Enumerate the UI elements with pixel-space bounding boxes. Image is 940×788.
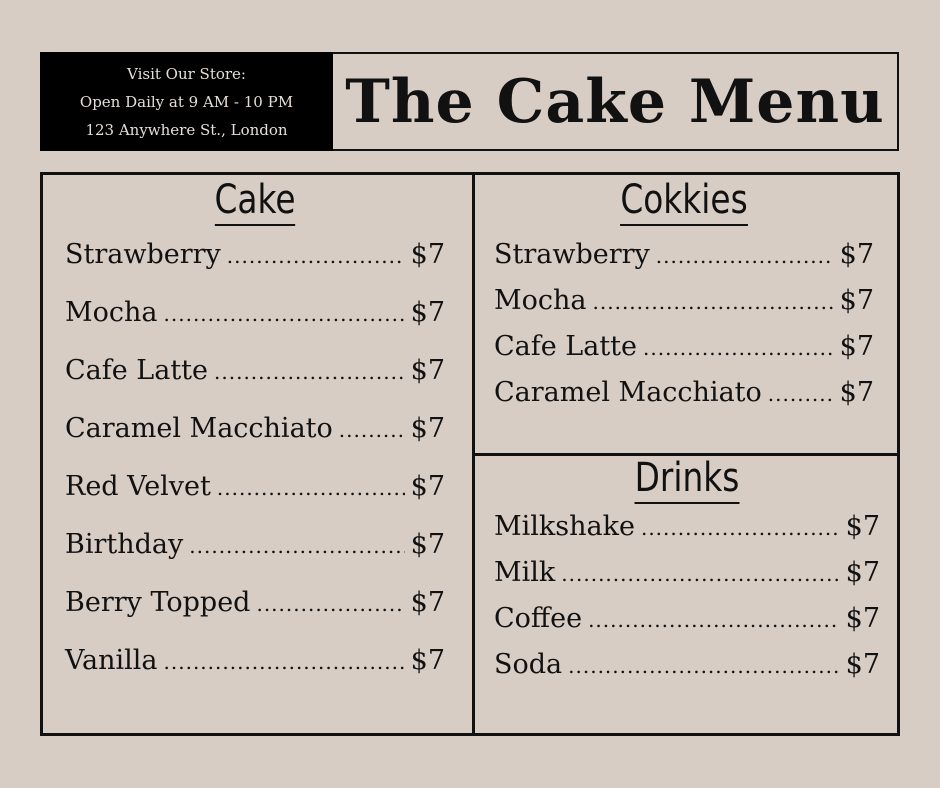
menu-item: Milk $7 [494, 557, 880, 603]
menu-item: Strawberry $7 [65, 239, 445, 297]
dot-leader [227, 244, 405, 268]
item-name: Milk [494, 557, 556, 588]
menu-item: Soda $7 [494, 649, 880, 695]
item-name: Strawberry [65, 239, 221, 270]
store-address: 123 Anywhere St., London [85, 121, 288, 139]
dot-leader [561, 562, 839, 586]
menu-item: Caramel Macchiato $7 [65, 413, 445, 471]
menu-item: Cafe Latte $7 [65, 355, 445, 413]
item-price: $7 [410, 471, 445, 502]
dot-leader [643, 336, 834, 360]
item-price: $7 [839, 285, 874, 316]
dot-leader [164, 650, 405, 674]
section-heading: Cokkies [528, 177, 840, 226]
drinks-section: Drinks Milkshake $7 Milk $7 Coffee $7 Soda $7 [494, 455, 880, 695]
item-price: $7 [410, 413, 445, 444]
dot-leader [656, 244, 834, 268]
menu-item: Coffee $7 [494, 603, 880, 649]
item-name: Caramel Macchiato [65, 413, 333, 444]
item-price: $7 [410, 297, 445, 328]
item-name: Red Velvet [65, 471, 211, 502]
dot-leader [588, 608, 840, 632]
store-hours: Open Daily at 9 AM - 10 PM [79, 93, 294, 111]
menu-item: Birthday $7 [65, 529, 445, 587]
item-name: Milkshake [494, 511, 635, 542]
item-name: Caramel Macchiato [494, 377, 762, 408]
dot-leader [217, 476, 405, 500]
dot-leader [164, 302, 405, 326]
menu-item: Cafe Latte $7 [494, 331, 874, 377]
dot-leader [256, 592, 404, 616]
item-price: $7 [839, 377, 874, 408]
item-price: $7 [845, 511, 880, 542]
item-name: Mocha [65, 297, 158, 328]
menu-item: Strawberry $7 [494, 239, 874, 285]
menu-item: Caramel Macchiato $7 [494, 377, 874, 423]
item-price: $7 [410, 529, 445, 560]
dot-leader [641, 516, 840, 540]
dot-leader [593, 290, 834, 314]
item-name: Coffee [494, 603, 583, 634]
item-price: $7 [410, 239, 445, 270]
menu-item: Milkshake $7 [494, 511, 880, 557]
item-name: Berry Topped [65, 587, 251, 618]
item-name: Strawberry [494, 239, 650, 270]
dot-leader [214, 360, 405, 384]
dot-leader [339, 418, 405, 442]
item-price: $7 [410, 587, 445, 618]
dot-leader [568, 654, 840, 678]
item-name: Birthday [65, 529, 184, 560]
drinks-list: Milkshake $7 Milk $7 Coffee $7 Soda $7 [494, 511, 880, 695]
store-label: Visit Our Store: [127, 65, 246, 83]
item-price: $7 [410, 645, 445, 676]
item-price: $7 [845, 649, 880, 680]
item-name: Soda [494, 649, 563, 680]
dot-leader [768, 382, 834, 406]
item-price: $7 [845, 603, 880, 634]
menu-item: Mocha $7 [494, 285, 874, 331]
menu-item: Red Velvet $7 [65, 471, 445, 529]
section-heading: Cake [99, 177, 411, 226]
item-price: $7 [845, 557, 880, 588]
menu-item: Berry Topped $7 [65, 587, 445, 645]
item-price: $7 [410, 355, 445, 386]
title-box: The Cake Menu [333, 52, 899, 151]
item-name: Mocha [494, 285, 587, 316]
page-title: The Cake Menu [345, 66, 885, 137]
item-name: Vanilla [65, 645, 158, 676]
divider [472, 175, 475, 733]
dot-leader [189, 534, 404, 558]
divider [475, 453, 897, 456]
item-price: $7 [839, 331, 874, 362]
section-heading: Drinks [529, 455, 846, 504]
menu-item: Mocha $7 [65, 297, 445, 355]
item-name: Cafe Latte [494, 331, 638, 362]
store-info: Visit Our Store: Open Daily at 9 AM - 10… [40, 52, 333, 151]
menu-item: Vanilla $7 [65, 645, 445, 703]
item-price: $7 [839, 239, 874, 270]
item-name: Cafe Latte [65, 355, 209, 386]
